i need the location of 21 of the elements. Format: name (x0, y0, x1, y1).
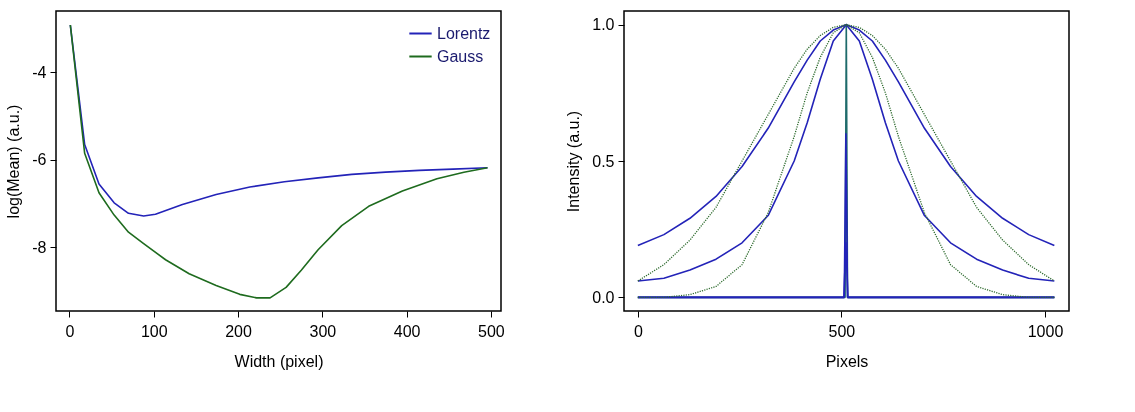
x-tick-label: 0 (633, 322, 643, 340)
legend-label: Lorentz (437, 24, 491, 42)
x-tick-label: 0 (65, 322, 75, 340)
x-tick-label: 500 (478, 322, 505, 340)
y-axis-title: log(Mean) (a.u.) (5, 104, 23, 219)
x-tick-label: 200 (225, 322, 252, 340)
x-tick-label: 300 (309, 322, 337, 340)
x-axis-title: Pixels (825, 352, 869, 370)
y-axis-title: Intensity (a.u.) (565, 110, 583, 213)
x-tick-label: 100 (140, 322, 168, 340)
y-tick-label: -8 (32, 239, 47, 256)
x-tick-label: 1000 (1027, 322, 1064, 340)
x-tick-label: 400 (393, 322, 421, 340)
legend-label: Gauss (437, 47, 484, 65)
x-tick-label: 500 (828, 322, 856, 340)
x-axis-title: Width (pixel) (234, 352, 324, 370)
y-tick-label: 1.0 (592, 16, 615, 34)
y-tick-label: 0.0 (592, 288, 615, 306)
y-tick-label: 0.5 (592, 152, 615, 170)
y-tick-label: -4 (32, 63, 47, 81)
y-tick-label: -6 (32, 151, 47, 169)
